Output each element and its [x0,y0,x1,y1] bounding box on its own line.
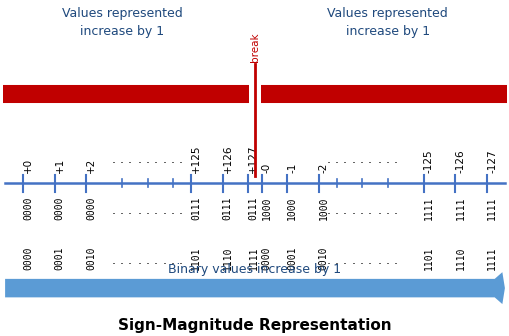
Text: . . .: . . . [112,204,132,216]
Text: 1111: 1111 [486,247,496,270]
Text: 1101: 1101 [191,247,201,270]
Text: Values represented
increase by 1: Values represented increase by 1 [327,7,447,38]
Text: Sign-Magnitude Representation: Sign-Magnitude Representation [118,318,391,333]
Text: 0111: 0111 [248,197,258,220]
Text: . . .: . . . [137,254,158,267]
Text: +127: +127 [248,144,258,173]
Text: 1111: 1111 [423,197,433,220]
Text: . . .: . . . [163,204,183,216]
Text: -125: -125 [423,150,433,173]
Text: 1110: 1110 [222,247,233,270]
Text: +2: +2 [86,158,96,173]
Text: -1: -1 [287,163,297,173]
Text: . . .: . . . [377,204,397,216]
Text: . . .: . . . [163,254,183,267]
Text: -2: -2 [318,163,328,173]
Text: . . .: . . . [377,153,397,166]
Text: 1110: 1110 [455,247,465,270]
Text: +126: +126 [222,144,233,173]
Text: . . .: . . . [112,254,132,267]
Text: . . .: . . . [377,254,397,267]
Text: 0000: 0000 [54,197,65,220]
Text: 0000: 0000 [86,197,96,220]
Text: 0000: 0000 [261,247,271,270]
Text: 0111: 0111 [222,197,233,220]
Text: 1111: 1111 [248,247,258,270]
Text: 1111: 1111 [486,197,496,220]
Text: 1101: 1101 [423,247,433,270]
Text: . . .: . . . [137,153,158,166]
Polygon shape [5,272,504,304]
Text: -126: -126 [455,150,465,173]
Text: 0000: 0000 [23,247,33,270]
Text: 0010: 0010 [318,247,328,270]
Text: 0001: 0001 [287,247,297,270]
Text: 1111: 1111 [455,197,465,220]
Text: 1000: 1000 [261,197,271,220]
Text: -0: -0 [261,163,271,173]
Text: . . .: . . . [351,204,372,216]
Text: +1: +1 [54,158,65,173]
Text: +0: +0 [23,158,33,173]
Text: . . .: . . . [351,153,372,166]
Text: . . .: . . . [137,204,158,216]
Text: Binary values increase by 1: Binary values increase by 1 [168,262,341,276]
Text: break: break [249,33,260,62]
Text: 0001: 0001 [54,247,65,270]
Text: 0010: 0010 [86,247,96,270]
Text: . . .: . . . [112,153,132,166]
Text: 0111: 0111 [191,197,201,220]
Text: . . .: . . . [326,153,346,166]
Text: 0000: 0000 [23,197,33,220]
Text: 1000: 1000 [318,197,328,220]
Text: Values represented
increase by 1: Values represented increase by 1 [62,7,182,38]
Text: . . .: . . . [163,153,183,166]
Text: -127: -127 [486,150,496,173]
Text: . . .: . . . [326,254,346,267]
Text: 1000: 1000 [287,197,297,220]
Text: . . .: . . . [326,204,346,216]
Text: +125: +125 [191,144,201,173]
Text: . . .: . . . [351,254,372,267]
